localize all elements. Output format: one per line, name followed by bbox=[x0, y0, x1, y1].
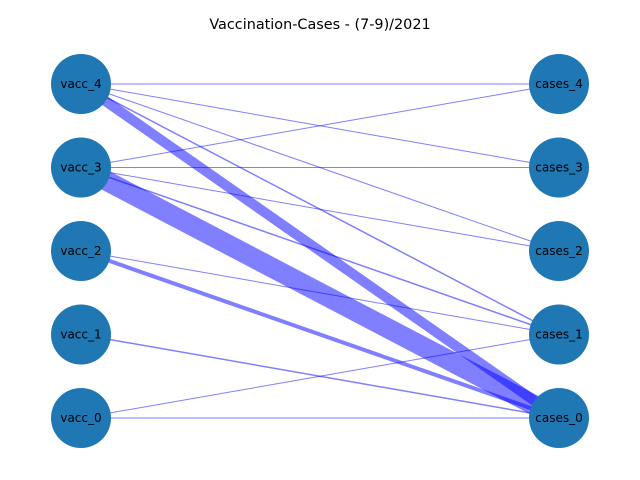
node-vacc_0: vacc_0 bbox=[51, 388, 111, 448]
node-label-cases_1: cases_1 bbox=[535, 328, 582, 342]
node-vacc_2: vacc_2 bbox=[51, 221, 111, 281]
node-label-vacc_3: vacc_3 bbox=[60, 161, 101, 175]
node-label-vacc_4: vacc_4 bbox=[60, 77, 101, 91]
edge-vacc_0-cases_1 bbox=[80, 334, 560, 419]
edge-vacc_2-cases_0 bbox=[80, 249, 560, 420]
edge-vacc_3-cases_1 bbox=[80, 166, 560, 336]
node-cases_3: cases_3 bbox=[529, 137, 589, 198]
node-circle-vacc_0 bbox=[51, 388, 111, 448]
node-circle-vacc_2 bbox=[51, 221, 111, 281]
node-label-cases_0: cases_0 bbox=[535, 411, 582, 425]
node-label-cases_3: cases_3 bbox=[535, 161, 582, 175]
node-circle-cases_0 bbox=[529, 388, 589, 448]
node-cases_1: cases_1 bbox=[529, 304, 589, 365]
node-circle-vacc_3 bbox=[51, 137, 111, 198]
node-cases_4: cases_4 bbox=[529, 54, 589, 114]
node-cases_0: cases_0 bbox=[529, 388, 589, 448]
node-label-vacc_0: vacc_0 bbox=[60, 411, 101, 425]
node-circle-cases_2 bbox=[529, 221, 589, 281]
node-label-vacc_1: vacc_1 bbox=[60, 328, 101, 342]
edge-vacc_2-cases_1 bbox=[80, 250, 560, 335]
node-vacc_3: vacc_3 bbox=[51, 137, 111, 198]
graph-title: Vaccination-Cases - (7-9)/2021 bbox=[209, 17, 430, 33]
node-circle-cases_1 bbox=[529, 304, 589, 365]
nodes-layer: vacc_4 vacc_3 vacc_2 vacc_1 vacc_0 cases_4cas… bbox=[51, 54, 589, 448]
node-circle-cases_4 bbox=[529, 54, 589, 114]
node-cases_2: cases_2 bbox=[529, 221, 589, 281]
edge-vacc_3-cases_2 bbox=[80, 167, 560, 252]
node-vacc_4: vacc_4 bbox=[51, 54, 111, 114]
node-label-vacc_2: vacc_2 bbox=[60, 244, 101, 258]
node-circle-vacc_4 bbox=[51, 54, 111, 114]
edges-layer bbox=[76, 79, 564, 427]
edge-vacc_3-cases_4 bbox=[80, 83, 560, 168]
node-circle-vacc_1 bbox=[51, 304, 111, 365]
node-circle-cases_3 bbox=[529, 137, 589, 198]
node-label-cases_4: cases_4 bbox=[535, 77, 582, 91]
node-vacc_1: vacc_1 bbox=[51, 304, 111, 365]
node-label-cases_2: cases_2 bbox=[535, 244, 582, 258]
